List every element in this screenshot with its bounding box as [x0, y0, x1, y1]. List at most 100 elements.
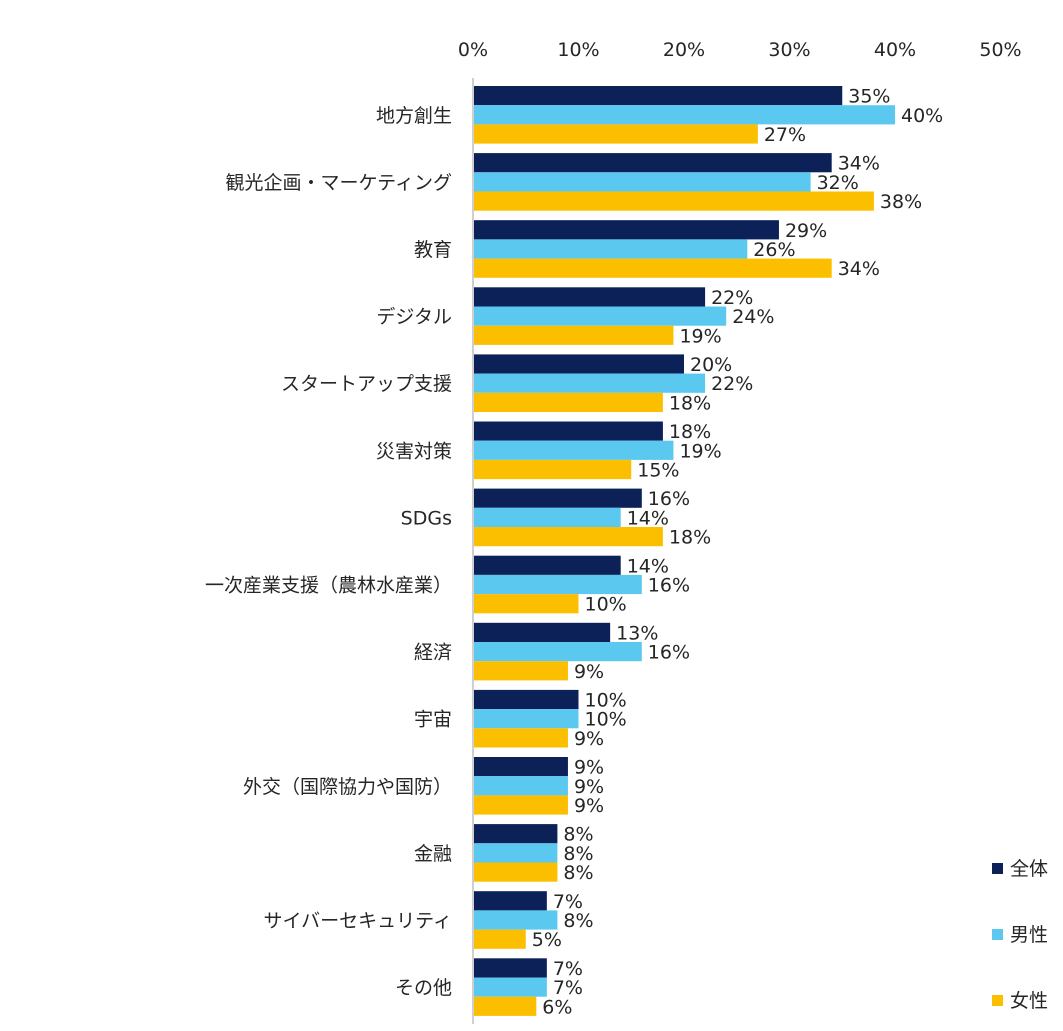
legend-label: 全体 — [1010, 858, 1048, 880]
bar — [474, 996, 537, 1016]
category-label: 災害対策 — [376, 440, 452, 462]
data-label: 8% — [563, 862, 593, 884]
bar — [474, 306, 727, 326]
data-label: 15% — [637, 460, 679, 482]
bar — [474, 709, 579, 729]
bar — [474, 555, 621, 575]
data-label: 9% — [574, 795, 604, 817]
bar — [474, 776, 568, 796]
legend-label: 男性 — [1010, 924, 1048, 946]
data-label: 16% — [648, 642, 690, 664]
data-label: 10% — [585, 594, 627, 616]
x-tick-label: 0% — [458, 39, 488, 61]
data-label: 7% — [553, 977, 583, 999]
data-label: 16% — [648, 575, 690, 597]
category-label: 地方創生 — [376, 105, 452, 127]
category-label: 一次産業支援（農林水産業） — [205, 575, 452, 597]
data-label: 35% — [848, 86, 890, 108]
category-label: デジタル — [376, 306, 452, 328]
data-label: 9% — [574, 776, 604, 798]
bar — [474, 977, 547, 997]
legend-label: 女性 — [1010, 990, 1048, 1012]
bar — [474, 287, 706, 307]
bar — [474, 325, 674, 345]
bar — [474, 153, 832, 173]
data-label: 14% — [627, 555, 669, 577]
x-axis-ticks: 0% 10% 20% 30% 40% 50% — [458, 39, 1022, 61]
data-label: 9% — [574, 728, 604, 750]
data-label: 16% — [648, 488, 690, 510]
data-label: 29% — [785, 220, 827, 242]
bar — [474, 258, 832, 278]
data-label: 10% — [585, 690, 627, 712]
bar — [474, 507, 621, 527]
data-label: 34% — [838, 153, 880, 175]
data-label: 40% — [901, 105, 943, 127]
data-label: 38% — [880, 191, 922, 213]
bar — [474, 910, 558, 930]
bar — [474, 843, 558, 863]
bar — [474, 642, 642, 662]
data-label: 19% — [679, 440, 721, 462]
data-label: 8% — [563, 910, 593, 932]
bar — [474, 220, 779, 240]
bar — [474, 862, 558, 882]
data-label: 24% — [732, 306, 774, 328]
bar — [474, 689, 579, 710]
data-label: 14% — [627, 507, 669, 529]
data-label: 6% — [542, 996, 572, 1018]
data-label: 9% — [574, 661, 604, 683]
bar — [474, 459, 632, 480]
data-label: 8% — [563, 824, 593, 846]
data-label: 18% — [669, 527, 711, 549]
legend-swatch — [992, 863, 1003, 874]
data-label: 26% — [753, 239, 795, 261]
data-label: 18% — [669, 421, 711, 443]
data-label: 7% — [553, 891, 583, 913]
category-label: SDGs — [401, 507, 452, 529]
data-labels: 35%40%27%34%32%38%29%26%34%22%24%19%20%2… — [532, 86, 943, 1019]
category-label: サイバーセキュリティ — [264, 910, 452, 932]
category-label: 金融 — [414, 843, 452, 865]
data-label: 19% — [679, 325, 721, 347]
bar — [474, 172, 811, 192]
bar — [474, 527, 663, 547]
x-tick-label: 30% — [768, 39, 810, 61]
data-label: 8% — [563, 843, 593, 865]
data-label: 18% — [669, 392, 711, 414]
bar — [474, 86, 843, 106]
data-label: 34% — [838, 258, 880, 280]
data-label: 22% — [711, 373, 753, 395]
x-tick-label: 20% — [663, 39, 705, 61]
data-label: 10% — [585, 709, 627, 731]
bar — [474, 191, 874, 211]
legend-swatch — [992, 995, 1003, 1006]
data-label: 13% — [616, 622, 658, 644]
x-tick-label: 40% — [874, 39, 916, 61]
bar — [474, 622, 611, 642]
bar — [474, 574, 642, 595]
bar — [474, 239, 748, 259]
data-label: 27% — [764, 124, 806, 146]
bar — [474, 392, 663, 412]
bar-marks — [474, 86, 895, 1016]
data-label: 9% — [574, 757, 604, 779]
bar — [474, 105, 895, 125]
category-label: 宇宙 — [414, 709, 452, 731]
legend-swatch — [992, 929, 1003, 940]
x-tick-label: 50% — [979, 39, 1021, 61]
data-label: 5% — [532, 929, 562, 951]
data-label: 32% — [817, 172, 859, 194]
bar — [474, 728, 568, 748]
bar — [474, 594, 579, 614]
data-label: 20% — [690, 354, 732, 376]
bar — [474, 795, 568, 815]
bar — [474, 373, 706, 393]
bar — [474, 354, 684, 374]
data-label: 7% — [553, 958, 583, 980]
bar — [474, 661, 568, 681]
bar — [474, 124, 758, 144]
